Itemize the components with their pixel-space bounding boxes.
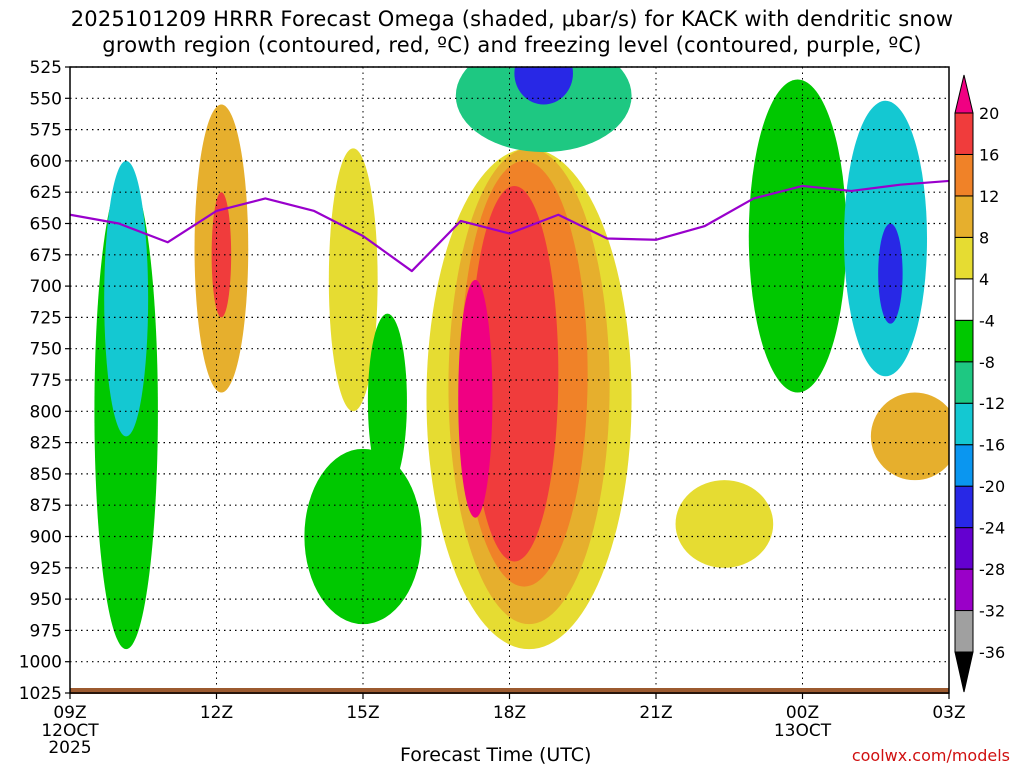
omega-cell-4 (328, 148, 378, 412)
y-tick-label-675: 675 (30, 246, 62, 266)
colorbar-label--36: -36 (979, 643, 1005, 662)
y-tick-label-875: 875 (30, 496, 62, 516)
x-tick-label-15Z: 15Z (346, 703, 379, 723)
y-tick-label-825: 825 (30, 434, 62, 454)
plot-area (94, 67, 949, 650)
y-tick-label-1025: 1025 (19, 684, 62, 704)
omega-cell-17 (514, 67, 573, 105)
y-tick-label-1000: 1000 (19, 653, 62, 673)
colorbar-bin--24-to--20 (954, 485, 974, 529)
y-tick-label-575: 575 (30, 121, 62, 141)
y-tick-label-900: 900 (30, 528, 62, 548)
source-credit: coolwx.com/models (851, 746, 1010, 765)
x-tick-label-03Z: 03Z (932, 703, 965, 723)
x-tick-sublabel-00Z-0: 13OCT (774, 721, 832, 741)
y-tick-label-625: 625 (30, 183, 62, 203)
omega-cell-13 (748, 79, 847, 393)
omega-cell-11 (458, 279, 493, 518)
colorbar-label-12: 12 (979, 187, 999, 206)
colorbar-max-triangle (954, 74, 974, 114)
x-tick-label-21Z: 21Z (639, 703, 672, 723)
colorbar: 20 16 12 8 4 -4 -8 -12 -16 -20 -24 -28 -32 -36 (954, 74, 1005, 693)
colorbar-bin--20-to--16 (954, 444, 974, 487)
y-tick-label-750: 750 (30, 340, 62, 360)
colorbar-label-8: 8 (979, 228, 989, 247)
x-tick-label-12Z: 12Z (200, 703, 233, 723)
colorbar-label--12: -12 (979, 394, 1005, 413)
chart-title-line-1: 2025101209 HRRR Forecast Omega (shaded, … (70, 7, 954, 31)
colorbar-bin--16-to--12 (954, 402, 974, 446)
colorbar-label--8: -8 (979, 353, 995, 372)
colorbar-bin--28-to--24 (954, 527, 974, 570)
y-tick-label-650: 650 (30, 215, 62, 235)
colorbar-bin-12-to-16 (954, 153, 974, 197)
freezing-level-layer (70, 179, 949, 273)
colorbar-label--32: -32 (979, 602, 1005, 621)
y-tick-label-550: 550 (30, 89, 62, 109)
colorbar-bin--36-to--32 (954, 610, 974, 653)
y-tick-label-950: 950 (30, 590, 62, 610)
omega-cell-16 (455, 67, 632, 153)
colorbar-label--20: -20 (979, 477, 1005, 496)
colorbar-bin-4-to-8 (954, 236, 974, 280)
colorbar-label-16: 16 (979, 145, 999, 164)
colorbar-bin--8-to--4 (954, 319, 974, 363)
x-tick-label-00Z: 00Z (786, 703, 819, 723)
omega-cell-12 (675, 480, 774, 568)
omega-cell-5 (367, 313, 407, 489)
colorbar-label--24: -24 (979, 519, 1005, 538)
x-axis-label: Forecast Time (UTC) (400, 744, 592, 766)
omega-cell-15 (878, 223, 903, 324)
colorbar-min-triangle (954, 651, 974, 693)
x-tick-sublabel-09Z-1: 2025 (48, 738, 91, 758)
ground-bar (70, 688, 949, 694)
omega-cell-18 (870, 392, 949, 481)
chart-title: 2025101209 HRRR Forecast Omega (shaded, … (0, 6, 1024, 58)
y-axis: 525 550 575 600 625 650 675 700 725 750 775 800 825 8… (19, 58, 70, 704)
colorbar-label--28: -28 (979, 560, 1005, 579)
colorbar-label-4: 4 (979, 270, 989, 289)
y-tick-label-775: 775 (30, 371, 62, 391)
x-tick-label-09Z: 09Z (53, 703, 86, 723)
x-tick-label-18Z: 18Z (493, 703, 526, 723)
y-tick-label-925: 925 (30, 559, 62, 579)
omega-cell-1 (104, 160, 149, 437)
omega-cell-10 (470, 185, 559, 562)
y-tick-label-800: 800 (30, 402, 62, 422)
omega-cell-6 (304, 448, 422, 625)
y-tick-label-725: 725 (30, 308, 62, 328)
colorbar-label-20: 20 (979, 104, 999, 123)
colorbar-bin-16-to-20 (954, 112, 974, 155)
y-tick-label-525: 525 (30, 58, 62, 78)
chart-title-line-2: growth region (contoured, red, ºC) and f… (102, 33, 922, 57)
y-tick-label-850: 850 (30, 465, 62, 485)
colorbar-bin--32-to--28 (954, 568, 974, 612)
y-tick-label-975: 975 (30, 621, 62, 641)
colorbar-label--16: -16 (979, 436, 1005, 455)
x-tick-sublabel-09Z-0: 12OCT (41, 721, 99, 741)
y-tick-label-600: 600 (30, 152, 62, 172)
omega-cell-3 (211, 192, 232, 318)
colorbar-bin--4-to-4 (954, 278, 974, 321)
freezing-level-line (70, 179, 949, 273)
colorbar-bin-8-to-12 (954, 195, 974, 238)
y-tick-label-700: 700 (30, 277, 62, 297)
colorbar-label--4: -4 (979, 311, 995, 330)
colorbar-bin--12-to--8 (954, 361, 974, 404)
